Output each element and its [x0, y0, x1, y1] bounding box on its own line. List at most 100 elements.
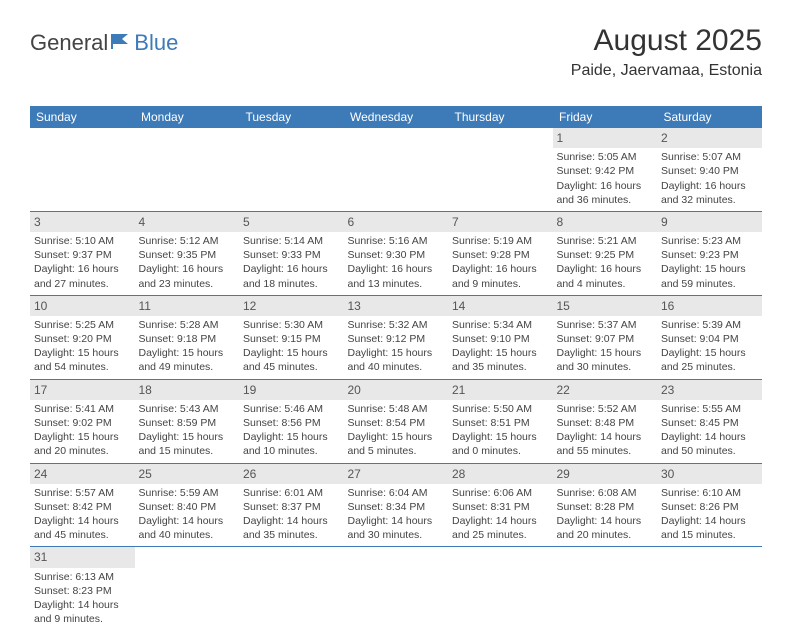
day-dl2: and 45 minutes. [243, 360, 340, 374]
day-body-cell: Sunrise: 5:57 AMSunset: 8:42 PMDaylight:… [30, 484, 135, 547]
day-number: 8 [557, 215, 564, 229]
day-number: 12 [243, 299, 256, 313]
day-number-cell: 26 [239, 463, 344, 484]
day-body-cell: Sunrise: 5:48 AMSunset: 8:54 PMDaylight:… [344, 400, 449, 463]
day-sr: Sunrise: 5:57 AM [34, 486, 131, 500]
day-number-cell [239, 547, 344, 568]
day-dl2: and 13 minutes. [348, 277, 445, 291]
day-ss: Sunset: 8:37 PM [243, 500, 340, 514]
day-dl2: and 35 minutes. [452, 360, 549, 374]
day-dl1: Daylight: 14 hours [348, 514, 445, 528]
day-dl2: and 40 minutes. [348, 360, 445, 374]
day-body-cell: Sunrise: 5:23 AMSunset: 9:23 PMDaylight:… [657, 232, 762, 295]
day-number: 2 [661, 131, 668, 145]
day-ss: Sunset: 8:54 PM [348, 416, 445, 430]
day-dl2: and 5 minutes. [348, 444, 445, 458]
day-sr: Sunrise: 5:59 AM [139, 486, 236, 500]
day-sr: Sunrise: 6:13 AM [34, 570, 131, 584]
day-ss: Sunset: 9:04 PM [661, 332, 758, 346]
day-number: 4 [139, 215, 146, 229]
day-number-cell: 25 [135, 463, 240, 484]
day-number: 27 [348, 467, 361, 481]
day-number-cell: 1 [553, 128, 658, 148]
day-dl1: Daylight: 14 hours [243, 514, 340, 528]
day-ss: Sunset: 9:40 PM [661, 164, 758, 178]
day-body-cell [135, 568, 240, 630]
day-body-cell [553, 568, 658, 630]
day-dl2: and 15 minutes. [661, 528, 758, 542]
day-body-cell: Sunrise: 6:06 AMSunset: 8:31 PMDaylight:… [448, 484, 553, 547]
day-body-cell: Sunrise: 5:50 AMSunset: 8:51 PMDaylight:… [448, 400, 553, 463]
day-body-cell: Sunrise: 5:39 AMSunset: 9:04 PMDaylight:… [657, 316, 762, 379]
day-number-cell: 21 [448, 379, 553, 400]
day-number-cell: 24 [30, 463, 135, 484]
day-body-cell: Sunrise: 5:05 AMSunset: 9:42 PMDaylight:… [553, 148, 658, 211]
day-dl1: Daylight: 14 hours [557, 514, 654, 528]
day-body-cell [135, 148, 240, 211]
day-number-cell: 17 [30, 379, 135, 400]
day-sr: Sunrise: 5:28 AM [139, 318, 236, 332]
day-sr: Sunrise: 5:05 AM [557, 150, 654, 164]
day-dl1: Daylight: 15 hours [243, 430, 340, 444]
day-ss: Sunset: 9:42 PM [557, 164, 654, 178]
day-body-cell: Sunrise: 6:10 AMSunset: 8:26 PMDaylight:… [657, 484, 762, 547]
day-dl2: and 32 minutes. [661, 193, 758, 207]
day-sr: Sunrise: 5:34 AM [452, 318, 549, 332]
day-dl1: Daylight: 15 hours [557, 346, 654, 360]
day-number-cell: 9 [657, 211, 762, 232]
day-ss: Sunset: 9:37 PM [34, 248, 131, 262]
day-body-row: Sunrise: 5:05 AMSunset: 9:42 PMDaylight:… [30, 148, 762, 211]
day-number: 11 [139, 299, 151, 313]
day-ss: Sunset: 8:26 PM [661, 500, 758, 514]
day-number-row: 3456789 [30, 211, 762, 232]
day-number-cell [344, 128, 449, 148]
day-dl2: and 20 minutes. [34, 444, 131, 458]
day-body-cell: Sunrise: 5:37 AMSunset: 9:07 PMDaylight:… [553, 316, 658, 379]
day-ss: Sunset: 8:45 PM [661, 416, 758, 430]
header-right: August 2025 Paide, Jaervamaa, Estonia [571, 24, 762, 80]
day-body-cell: Sunrise: 5:10 AMSunset: 9:37 PMDaylight:… [30, 232, 135, 295]
day-number: 5 [243, 215, 250, 229]
day-header: Monday [135, 106, 240, 128]
day-number: 28 [452, 467, 465, 481]
day-number: 19 [243, 383, 256, 397]
day-dl1: Daylight: 15 hours [34, 430, 131, 444]
day-dl1: Daylight: 16 hours [34, 262, 131, 276]
day-ss: Sunset: 8:48 PM [557, 416, 654, 430]
day-dl1: Daylight: 14 hours [452, 514, 549, 528]
day-dl2: and 54 minutes. [34, 360, 131, 374]
day-sr: Sunrise: 5:32 AM [348, 318, 445, 332]
day-dl2: and 9 minutes. [34, 612, 131, 626]
day-number-row: 10111213141516 [30, 295, 762, 316]
day-number-cell [239, 128, 344, 148]
day-body-cell [448, 148, 553, 211]
day-number-cell [448, 128, 553, 148]
day-sr: Sunrise: 5:30 AM [243, 318, 340, 332]
day-sr: Sunrise: 5:21 AM [557, 234, 654, 248]
day-dl2: and 50 minutes. [661, 444, 758, 458]
day-number-row: 17181920212223 [30, 379, 762, 400]
day-number-row: 24252627282930 [30, 463, 762, 484]
day-number: 31 [34, 550, 47, 564]
day-dl2: and 23 minutes. [139, 277, 236, 291]
day-number-cell: 10 [30, 295, 135, 316]
day-number-cell [30, 128, 135, 148]
day-dl2: and 0 minutes. [452, 444, 549, 458]
day-body-cell [239, 568, 344, 630]
day-body-cell: Sunrise: 5:32 AMSunset: 9:12 PMDaylight:… [344, 316, 449, 379]
day-sr: Sunrise: 5:23 AM [661, 234, 758, 248]
day-body-row: Sunrise: 6:13 AMSunset: 8:23 PMDaylight:… [30, 568, 762, 630]
day-body-cell: Sunrise: 5:43 AMSunset: 8:59 PMDaylight:… [135, 400, 240, 463]
day-body-cell [239, 148, 344, 211]
day-dl1: Daylight: 15 hours [661, 346, 758, 360]
day-dl2: and 55 minutes. [557, 444, 654, 458]
day-number: 15 [557, 299, 570, 313]
day-number-row: 31 [30, 547, 762, 568]
day-number: 22 [557, 383, 570, 397]
day-body-cell: Sunrise: 6:04 AMSunset: 8:34 PMDaylight:… [344, 484, 449, 547]
day-sr: Sunrise: 5:37 AM [557, 318, 654, 332]
day-dl2: and 25 minutes. [452, 528, 549, 542]
day-body-row: Sunrise: 5:10 AMSunset: 9:37 PMDaylight:… [30, 232, 762, 295]
day-header: Tuesday [239, 106, 344, 128]
day-number-cell [344, 547, 449, 568]
